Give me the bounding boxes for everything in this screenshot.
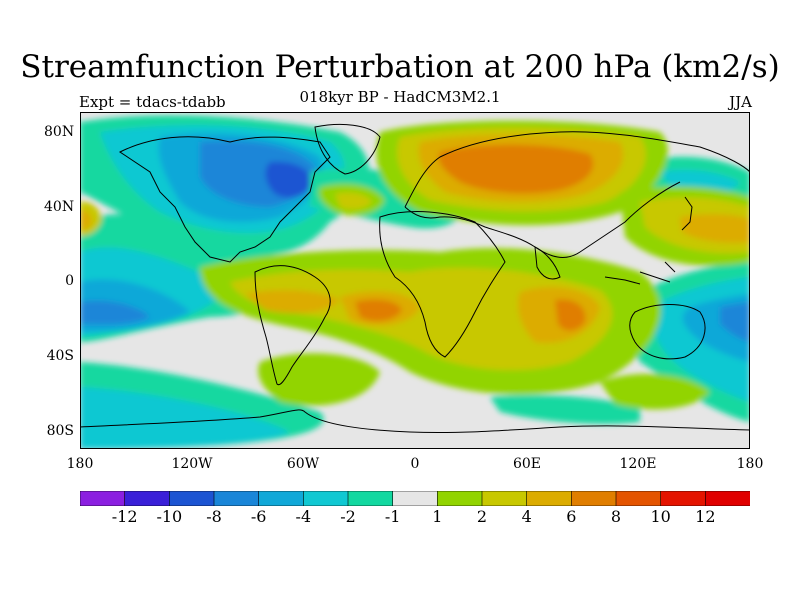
colorbar-swatch bbox=[169, 491, 215, 506]
contour-pos-19 bbox=[258, 353, 380, 406]
colorbar-label: 2 bbox=[476, 507, 488, 526]
contour-fills bbox=[80, 115, 750, 449]
lat-label-40s: 40S bbox=[46, 348, 74, 364]
colorbar-label: -12 bbox=[111, 507, 138, 526]
contour-pos-7 bbox=[245, 290, 340, 314]
colorbar-label: -10 bbox=[156, 507, 183, 526]
coast-africa bbox=[379, 211, 506, 358]
colorbar-label: 4 bbox=[521, 507, 532, 526]
map-frame bbox=[80, 112, 750, 449]
chart-subtitle: 018kyr BP - HadCM3M2.1 bbox=[299, 88, 501, 106]
colorbar-label: 12 bbox=[695, 507, 716, 526]
lat-label-40n: 40N bbox=[44, 199, 75, 215]
contour-pos-16 bbox=[680, 214, 750, 243]
coast-india bbox=[534, 246, 561, 280]
contour-neg-21 bbox=[490, 395, 640, 424]
colorbar-swatch bbox=[347, 491, 394, 506]
contour-neg-4 bbox=[80, 300, 150, 325]
lon-label-120e: 120E bbox=[619, 456, 657, 472]
contour-pos-13 bbox=[335, 192, 372, 210]
colorbar-label: 8 bbox=[610, 507, 622, 526]
lat-label-0: 0 bbox=[65, 273, 74, 289]
lat-label-80s: 80S bbox=[46, 423, 74, 439]
coast-south-america bbox=[254, 265, 331, 386]
colorbar-label: -1 bbox=[384, 507, 401, 526]
colorbar-label: -6 bbox=[250, 507, 267, 526]
contour-pos-6 bbox=[230, 267, 613, 371]
colorbar-swatch bbox=[526, 491, 572, 506]
lon-label-0: 0 bbox=[410, 456, 420, 472]
map-canvas bbox=[80, 112, 750, 449]
colorbar-label: -2 bbox=[340, 507, 356, 526]
colorbar-swatch bbox=[437, 491, 483, 506]
contour-neg-12 bbox=[80, 387, 290, 449]
colorbar-swatch bbox=[571, 491, 617, 506]
lon-label-180e: 180 bbox=[736, 456, 764, 472]
contour-pos-4 bbox=[438, 144, 594, 194]
coast-japan bbox=[681, 196, 693, 231]
colorbar-label: -4 bbox=[295, 507, 312, 526]
colorbar-swatch bbox=[124, 491, 170, 506]
streamfunction-map bbox=[80, 112, 750, 449]
colorbar-swatch bbox=[705, 491, 750, 506]
experiment-label: Expt = tdacs-tdabb bbox=[79, 93, 226, 111]
lon-label-180w: 180 bbox=[66, 456, 94, 472]
season-label: JJA bbox=[729, 93, 752, 111]
colorbar-swatch bbox=[80, 491, 126, 506]
lon-label-120w: 120W bbox=[171, 456, 213, 472]
coast-indonesia bbox=[604, 261, 676, 285]
coast-north-america bbox=[119, 136, 331, 263]
colorbar-swatch bbox=[615, 491, 662, 506]
colorbar-swatch bbox=[303, 491, 349, 506]
colorbar-swatches bbox=[80, 491, 750, 506]
lat-label-80n: 80N bbox=[44, 124, 75, 140]
lon-label-60e: 60E bbox=[512, 456, 542, 472]
contour-pos-11 bbox=[555, 299, 586, 331]
colorbar-label: 6 bbox=[566, 507, 577, 526]
contour-pos-9 bbox=[355, 299, 402, 322]
colorbar-swatch bbox=[660, 491, 706, 506]
coastlines bbox=[80, 123, 750, 434]
coast-antarctica bbox=[80, 409, 750, 434]
contour-pos-20 bbox=[600, 373, 710, 410]
colorbar-swatch bbox=[258, 491, 304, 506]
colorbar-label: -8 bbox=[206, 507, 222, 526]
contour-neg-16 bbox=[720, 302, 750, 342]
coast-greenland bbox=[314, 123, 381, 175]
colorbar-label: 10 bbox=[650, 507, 671, 526]
lon-label-60w: 60W bbox=[286, 456, 320, 472]
colorbar-swatch bbox=[392, 491, 438, 506]
colorbar-swatch bbox=[481, 491, 528, 506]
contour-pos-18 bbox=[80, 209, 92, 230]
contour-neg-9 bbox=[265, 161, 312, 198]
colorbar-swatch bbox=[213, 491, 260, 506]
chart-title: Streamfunction Perturbation at 200 hPa (… bbox=[20, 49, 780, 85]
colorbar-label: 1 bbox=[432, 507, 443, 526]
coast-australia bbox=[629, 304, 706, 360]
colorbar bbox=[80, 491, 750, 506]
